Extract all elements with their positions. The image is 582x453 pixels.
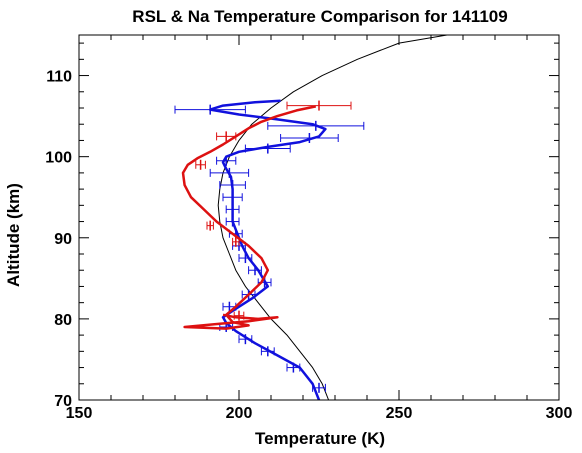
- error-bar: [225, 216, 240, 227]
- y-tick-label: 70: [54, 393, 72, 410]
- axes: 150 200 250 300 70 80 90 100 110: [45, 34, 573, 422]
- y-tick-label: 100: [45, 150, 72, 167]
- error-bar: [225, 204, 240, 215]
- error-bar: [195, 159, 206, 170]
- y-tick-label: 80: [54, 312, 72, 329]
- y-axis-label: Altitude (km): [4, 183, 23, 287]
- error-bar: [238, 334, 253, 345]
- x-tick-label: 250: [386, 405, 413, 422]
- error-bar: [232, 236, 240, 247]
- series-line-model-black-thin: [217, 35, 448, 400]
- y-tick-label: 90: [54, 231, 72, 248]
- error-bar: [216, 155, 237, 166]
- error-bar: [260, 346, 275, 357]
- y-tick-label: 110: [46, 69, 72, 86]
- chart-title: RSL & Na Temperature Comparison for 1411…: [132, 7, 507, 26]
- error-bar: [209, 167, 250, 178]
- error-bar: [267, 120, 365, 131]
- error-bar: [233, 310, 245, 321]
- error-bar: [312, 382, 326, 393]
- plot-frame: [78, 34, 560, 401]
- error-bar: [219, 180, 246, 191]
- error-bar: [244, 143, 291, 154]
- error-bar: [280, 133, 339, 144]
- series-line-na-red: [181, 105, 317, 330]
- error-bar: [286, 362, 301, 373]
- error-bar: [206, 220, 214, 231]
- error-bar: [238, 253, 253, 264]
- error-bar: [174, 104, 246, 115]
- error-bar: [248, 265, 262, 276]
- error-bar: [286, 100, 352, 111]
- error-bar: [222, 192, 243, 203]
- error-bar: [216, 131, 237, 142]
- x-tick-label: 150: [66, 405, 93, 422]
- plot-area: [174, 35, 448, 400]
- x-axis-label: Temperature (K): [255, 429, 385, 448]
- x-tick-label: 200: [226, 405, 253, 422]
- x-tick-label: 300: [546, 405, 573, 422]
